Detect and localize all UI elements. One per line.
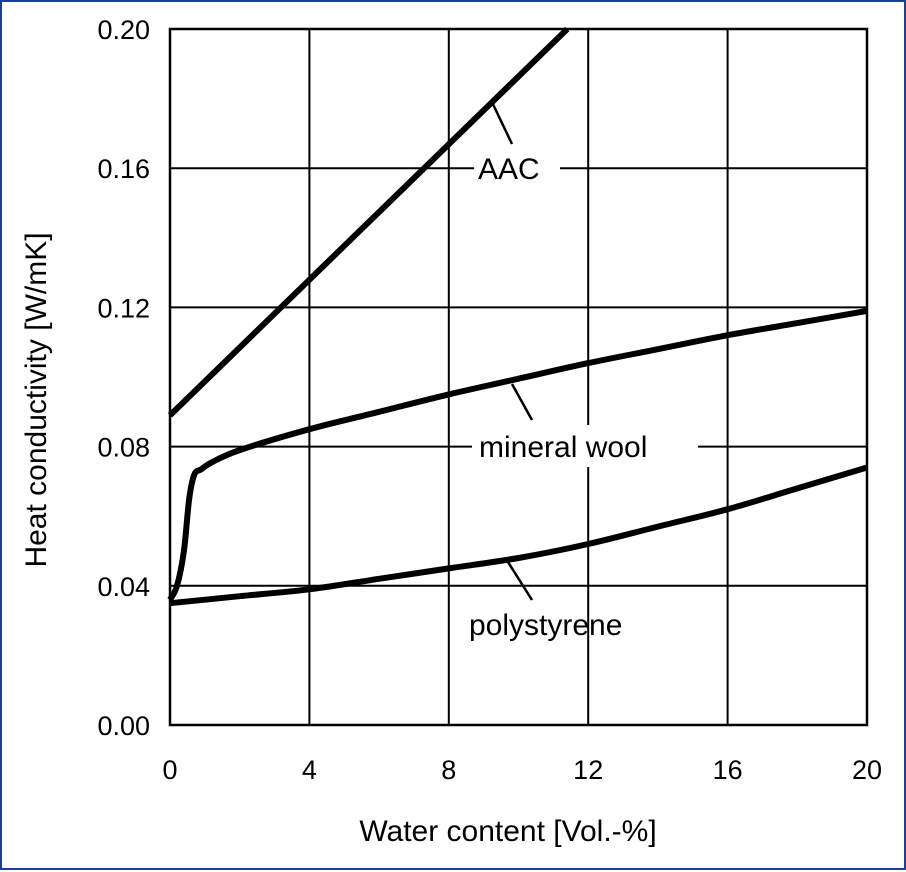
x-axis-title: Water content [Vol.-%] [359,815,656,848]
y-tick-label: 0.20 [97,15,150,45]
label-group-polystyrene: polystyrene [469,561,622,642]
series-labels: AAC mineral wool polystyrene [469,99,698,642]
x-tick-label: 12 [573,755,603,785]
x-tick-label: 0 [162,755,177,785]
plot-area-border [168,27,869,727]
mineral-wool-leader-line [510,383,534,421]
mineral-wool-line [167,307,868,602]
series-lines [167,26,868,607]
label-group-aac: AAC [474,99,560,188]
polystyrene-leader-line [506,561,534,601]
mineral-wool-series-label: mineral wool [479,431,647,464]
tick-labels: 0 4 8 12 16 20 0.00 0.04 0.08 0.12 0.16 0.20 [97,15,882,785]
y-tick-label: 0.04 [97,572,150,602]
y-tick-label: 0.08 [97,433,150,463]
y-axis-title: Heat conductivity [W/mK] [20,232,53,567]
aac-leader-line [489,99,514,145]
mineral-wool-label-background [472,425,698,467]
label-group-mineral-wool: mineral wool [472,383,698,467]
y-tick-label: 0.16 [97,154,150,184]
y-tick-label: 0.00 [97,711,150,741]
y-tick-label: 0.12 [97,293,150,323]
x-tick-label: 16 [713,755,743,785]
x-tick-label: 8 [441,755,456,785]
polystyrene-line [169,464,868,607]
aac-series-label: AAC [478,153,540,186]
polystyrene-series-label: polystyrene [469,609,622,642]
x-tick-label: 20 [852,755,882,785]
x-tick-label: 4 [302,755,317,785]
aac-line [167,26,570,418]
aac-label-background [474,148,560,188]
